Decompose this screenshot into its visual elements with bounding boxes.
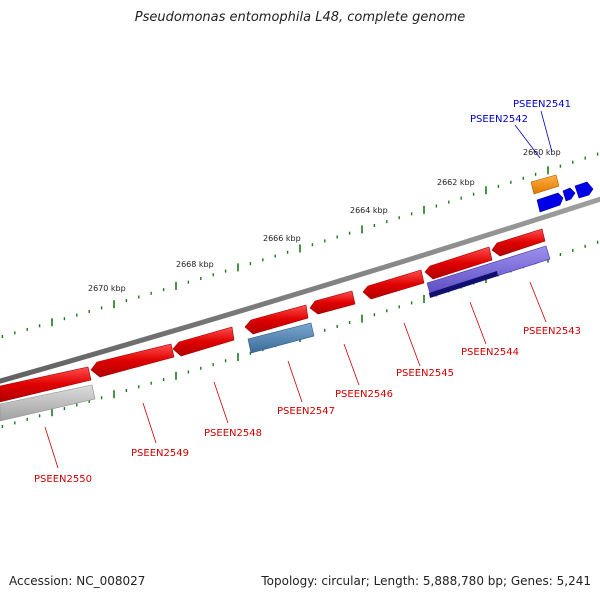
accession-value: NC_008027 (76, 574, 146, 588)
leader-PSEEN2548 (213, 381, 229, 424)
leader-PSEEN2549 (142, 402, 157, 444)
reverse-strand-features (0, 228, 546, 403)
label-PSEEN2550[interactable]: PSEEN2550 (34, 474, 92, 485)
gene-PSEEN2550[interactable] (0, 366, 92, 403)
leader-PSEEN2545 (403, 322, 421, 367)
scale-label-2666: 2666 kbp (263, 234, 301, 243)
scale-label-2660: 2660 kbp (523, 148, 561, 157)
label-PSEEN2547[interactable]: PSEEN2547 (277, 406, 335, 417)
leader-PSEEN2547 (287, 360, 303, 403)
gene-orange-feature[interactable] (530, 174, 560, 195)
leader-PSEEN2542 (514, 124, 541, 159)
label-leader-lines (44, 110, 553, 469)
gene-PSEEN2545[interactable] (362, 269, 425, 300)
accession-text: Accession: NC_008027 (9, 574, 145, 588)
feature-gray[interactable] (0, 384, 96, 422)
gene-labels: PSEEN2541 PSEEN2542 PSEEN2543 PSEEN2544 … (34, 99, 581, 485)
scale-labels: 2660 kbp 2662 kbp 2664 kbp 2666 kbp 2668… (88, 148, 561, 293)
scale-label-2662: 2662 kbp (437, 178, 475, 187)
label-PSEEN2542[interactable]: PSEEN2542 (470, 114, 528, 125)
accession-label: Accession: (9, 574, 73, 588)
gene-PSEEN2542[interactable] (536, 192, 564, 213)
gene-PSEEN2543[interactable] (491, 228, 546, 257)
label-PSEEN2545[interactable]: PSEEN2545 (396, 368, 454, 379)
gene-PSEEN2546[interactable] (309, 290, 356, 315)
gene-PSEEN2544[interactable] (424, 246, 493, 280)
gene-PSEEN2541-a[interactable] (562, 187, 576, 202)
gene-PSEEN2541-b[interactable] (574, 181, 594, 199)
feature-steel[interactable] (247, 322, 315, 354)
genome-stats: Topology: circular; Length: 5,888,780 bp… (261, 574, 591, 588)
leader-PSEEN2541 (540, 110, 553, 153)
feature-navy[interactable] (429, 271, 498, 298)
label-PSEEN2544[interactable]: PSEEN2544 (461, 347, 519, 358)
map-title: Pseudomonas entomophila L48, complete ge… (134, 10, 466, 25)
leader-PSEEN2550 (44, 426, 59, 469)
leader-PSEEN2543 (529, 281, 547, 323)
gene-PSEEN2547[interactable] (244, 304, 309, 335)
genome-backbone (0, 196, 600, 384)
leader-PSEEN2544 (469, 301, 487, 345)
label-PSEEN2548[interactable]: PSEEN2548 (204, 428, 262, 439)
gene-PSEEN2549[interactable] (90, 343, 175, 378)
gene-PSEEN2548[interactable] (172, 326, 235, 357)
secondary-features (0, 245, 551, 422)
leader-PSEEN2546 (343, 343, 360, 386)
outer-tick-row (1, 152, 599, 338)
label-PSEEN2546[interactable]: PSEEN2546 (335, 389, 393, 400)
scale-label-2668: 2668 kbp (176, 260, 214, 269)
scale-label-2664: 2664 kbp (350, 206, 388, 215)
label-PSEEN2549[interactable]: PSEEN2549 (131, 448, 189, 459)
forward-strand-features (530, 174, 594, 213)
label-PSEEN2543[interactable]: PSEEN2543 (523, 326, 581, 337)
label-PSEEN2541[interactable]: PSEEN2541 (513, 99, 571, 110)
scale-label-2670: 2670 kbp (88, 284, 126, 293)
